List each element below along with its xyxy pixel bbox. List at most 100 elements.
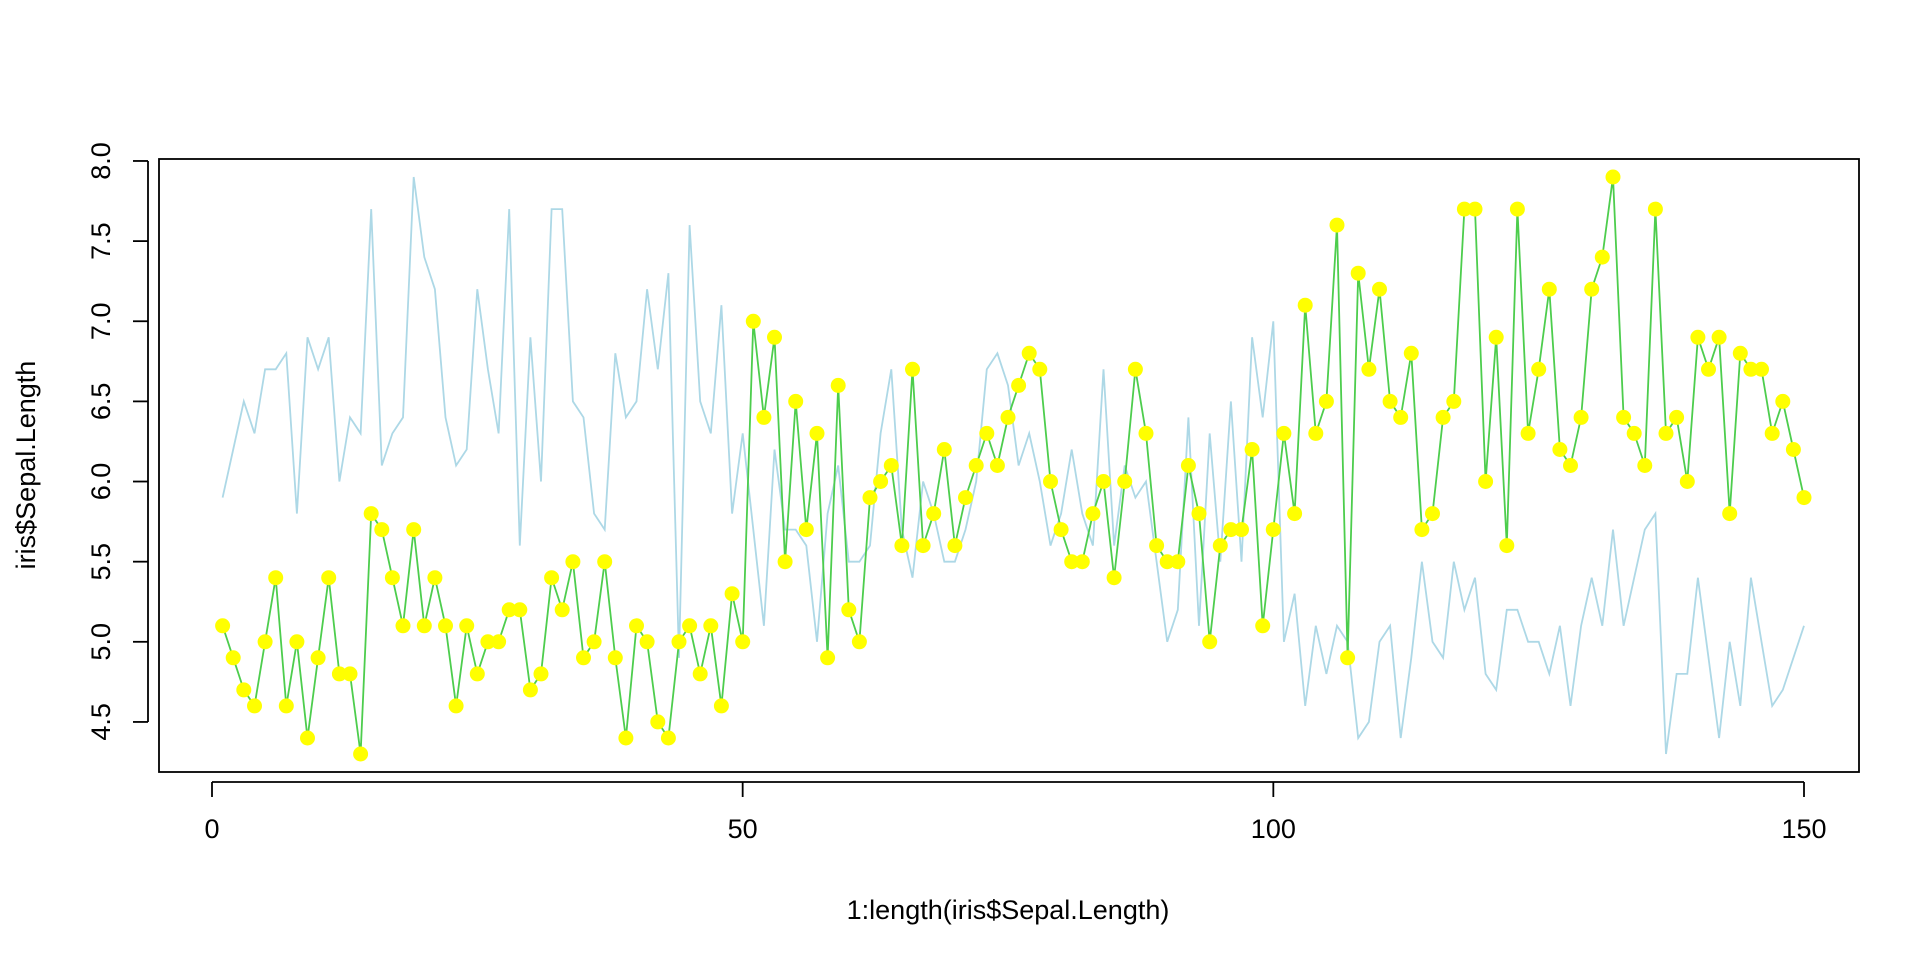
data-point-4 [247, 698, 262, 714]
data-point-50 [735, 634, 751, 650]
data-point-130 [1584, 281, 1600, 297]
data-point-66 [905, 361, 920, 377]
data-point-20 [416, 618, 432, 634]
data-point-91 [1170, 554, 1186, 570]
data-point-138 [1669, 409, 1685, 425]
data-point-145 [1743, 361, 1759, 377]
data-point-141 [1701, 361, 1716, 377]
data-point-115 [1425, 506, 1440, 522]
data-point-53 [767, 329, 782, 345]
data-point-7 [278, 698, 294, 714]
data-point-142 [1711, 329, 1727, 345]
data-point-62 [862, 490, 878, 506]
data-point-29 [512, 602, 528, 618]
data-point-109 [1361, 361, 1377, 377]
data-point-5 [257, 634, 273, 650]
data-point-32 [544, 570, 560, 586]
data-point-118 [1456, 201, 1472, 217]
data-point-8 [289, 634, 305, 650]
data-point-10 [310, 650, 326, 666]
data-point-3 [236, 682, 252, 698]
data-point-45 [682, 618, 698, 634]
data-point-52 [756, 409, 772, 425]
data-point-86 [1117, 474, 1133, 489]
data-point-144 [1732, 345, 1748, 361]
data-point-25 [469, 666, 485, 682]
series-line-lightblue [221, 176, 1805, 755]
data-point-104 [1308, 425, 1324, 441]
data-point-149 [1785, 442, 1801, 457]
data-point-68 [926, 506, 942, 522]
y-axis-label: iris$Sepal.Length [11, 361, 41, 570]
data-point-140 [1690, 329, 1706, 345]
data-point-96 [1223, 522, 1239, 538]
data-point-11 [321, 570, 337, 586]
data-point-133 [1616, 409, 1632, 425]
data-point-112 [1393, 409, 1409, 425]
data-point-110 [1372, 281, 1387, 297]
data-point-28 [501, 602, 517, 618]
data-point-84 [1096, 474, 1111, 489]
y-tick-label-6.5: 6.5 [86, 383, 116, 421]
data-point-81 [1064, 554, 1080, 570]
data-point-73 [979, 425, 995, 441]
data-point-55 [788, 393, 804, 409]
data-point-99 [1255, 618, 1271, 634]
data-point-128 [1563, 458, 1578, 473]
data-point-48 [713, 698, 729, 714]
data-point-90 [1159, 554, 1175, 570]
data-point-116 [1435, 409, 1451, 425]
data-point-74 [989, 458, 1005, 473]
data-point-93 [1191, 506, 1207, 522]
data-point-67 [915, 538, 931, 554]
data-point-105 [1318, 393, 1334, 409]
data-point-26 [480, 634, 496, 650]
data-point-101 [1276, 425, 1292, 441]
data-point-58 [820, 650, 836, 666]
data-point-46 [692, 666, 708, 682]
data-point-146 [1754, 361, 1769, 377]
data-point-147 [1764, 425, 1780, 441]
data-point-22 [438, 618, 453, 634]
data-point-1 [215, 618, 231, 634]
data-point-21 [427, 570, 443, 586]
data-point-47 [703, 618, 719, 634]
y-tick-label-6.0: 6.0 [86, 463, 116, 501]
data-point-54 [777, 554, 793, 570]
x-tick-label-0: 0 [204, 814, 219, 844]
data-point-87 [1127, 361, 1143, 377]
data-point-14 [353, 746, 369, 762]
data-point-83 [1085, 506, 1101, 522]
data-point-64 [883, 458, 899, 473]
data-point-42 [650, 714, 666, 730]
data-point-100 [1265, 522, 1281, 538]
data-point-37 [597, 554, 613, 570]
data-point-121 [1488, 329, 1504, 345]
data-point-43 [660, 730, 676, 746]
data-point-129 [1573, 409, 1589, 425]
data-point-120 [1478, 474, 1494, 489]
data-point-40 [629, 618, 644, 634]
data-point-150 [1796, 490, 1812, 506]
plot-frame [158, 158, 1860, 773]
data-point-61 [851, 634, 867, 650]
data-point-30 [522, 682, 538, 698]
data-point-98 [1244, 442, 1260, 457]
y-tick-label-4.5: 4.5 [86, 703, 116, 741]
y-tick-label-7.5: 7.5 [86, 222, 116, 260]
data-point-49 [724, 586, 740, 602]
data-point-72 [968, 458, 984, 473]
data-point-56 [798, 522, 814, 538]
data-point-103 [1297, 297, 1313, 313]
data-point-131 [1594, 249, 1610, 265]
data-point-119 [1467, 201, 1483, 217]
data-point-76 [1011, 377, 1027, 393]
y-tick-label-5.5: 5.5 [86, 543, 116, 581]
x-axis-label: 1:length(iris$Sepal.Length) [847, 895, 1170, 925]
data-point-132 [1605, 169, 1621, 185]
data-point-16 [374, 522, 390, 538]
data-point-9 [300, 730, 315, 746]
data-point-70 [947, 538, 963, 554]
series-layer [215, 169, 1812, 762]
